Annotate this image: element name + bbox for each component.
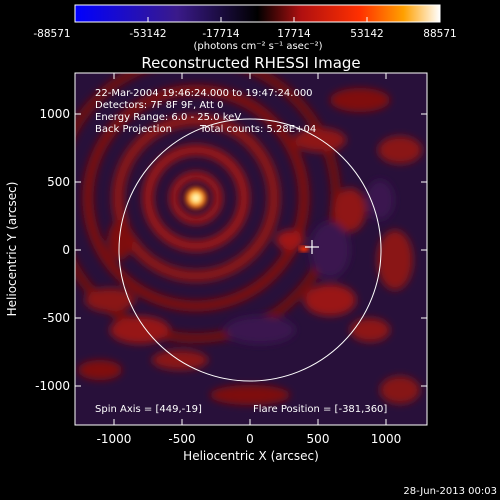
colorbar-tick-label: -17714: [202, 28, 240, 40]
x-axis-label: Heliocentric X (arcsec): [183, 449, 319, 463]
x-tick-label: 0: [246, 432, 254, 446]
info-line-time: 22-Mar-2004 19:46:24.000 to 19:47:24.000: [95, 88, 313, 99]
image-area: [75, 73, 427, 425]
y-tick-label: -500: [43, 311, 70, 325]
x-tick-label: 500: [307, 432, 330, 446]
colorbar-tick-label: 17714: [277, 28, 311, 40]
footer-timestamp: 28-Jun-2013 00:03: [403, 486, 497, 497]
info-annotations: 22-Mar-2004 19:46:24.000 to 19:47:24.000…: [95, 88, 387, 415]
info-total-counts: Total counts: 5.28E+04: [199, 124, 316, 135]
plot-title: Reconstructed RHESSI Image: [141, 54, 360, 72]
colorbar-ticks: [74, 17, 441, 22]
solar-limb: [118, 118, 382, 382]
spin-axis-label: Spin Axis = [449,-19]: [95, 404, 202, 415]
y-tick-label: 0: [62, 243, 70, 257]
colorbar-tick-label: 88571: [423, 28, 456, 40]
y-tick-label: 1000: [39, 107, 70, 121]
x-tick-labels: -1000 -500 0 500 1000: [97, 432, 402, 446]
spin-axis-marker: [305, 240, 319, 254]
colorbar-units-label: (photons cm⁻² s⁻¹ asec⁻²): [193, 41, 322, 52]
plot-frame: [74, 72, 428, 426]
colorbar-tick-label: 53142: [350, 28, 383, 40]
info-line-energy: Energy Range: 6.0 - 25.0 keV: [95, 112, 241, 123]
x-tick-label: 1000: [371, 432, 402, 446]
y-axis-label: Heliocentric Y (arcsec): [5, 182, 19, 317]
info-line-method: Back Projection: [95, 124, 172, 135]
flare-source: [182, 184, 210, 212]
x-tick-label: -1000: [97, 432, 132, 446]
colorbar-tick-label: -53142: [129, 28, 166, 40]
colorbar-tick-label: -88571: [33, 28, 70, 40]
colorbar: [74, 4, 441, 23]
flare-position-label: Flare Position = [-381,360]: [253, 404, 387, 415]
y-tick-labels: 1000 500 0 -500 -1000: [35, 107, 70, 393]
y-tick-label: 500: [47, 175, 70, 189]
axis-ticks: [75, 73, 427, 425]
colorbar-tick-labels: -88571 -53142 -17714 17714 53142 88571: [33, 28, 456, 40]
y-tick-label: -1000: [35, 379, 70, 393]
info-line-detectors: Detectors: 7F 8F 9F, Att 0: [95, 100, 223, 111]
x-tick-label: -500: [168, 432, 195, 446]
